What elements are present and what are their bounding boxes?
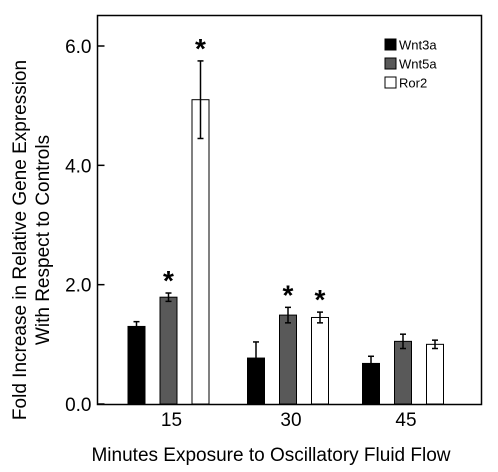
y-tick-label: 2.0 — [65, 276, 91, 297]
y-axis: 0.0 2.0 4.0 6.0 — [65, 37, 105, 416]
legend-label-wnt5a: Wnt5a — [399, 57, 437, 72]
bar-ror2-15 — [191, 99, 210, 405]
y-axis-title-line2: With Respect to Controls — [33, 135, 54, 345]
x-tick-label: 30 — [280, 410, 301, 431]
x-tick-label: 15 — [161, 410, 182, 431]
bar-wnt5a-15 — [159, 296, 178, 405]
y-tick-label: 6.0 — [65, 37, 91, 58]
significance-star: * — [283, 279, 294, 310]
significance-star: * — [163, 265, 174, 296]
bars: * * * * — [127, 33, 444, 405]
significance-star: * — [315, 284, 326, 315]
legend-swatch-ror2 — [384, 76, 397, 89]
y-tick-label: 4.0 — [65, 156, 91, 177]
legend-swatch-wnt5a — [384, 57, 397, 70]
legend-swatch-wnt3a — [384, 38, 397, 51]
bar-wnt5a-30 — [279, 314, 297, 405]
legend-label-ror2: Ror2 — [399, 76, 427, 91]
significance-star: * — [195, 33, 206, 64]
bar-ror2-45 — [426, 343, 444, 405]
bar-wnt5a-45 — [394, 340, 412, 405]
y-axis-title-line1: Fold Increase in Relative Gene Expressio… — [10, 60, 31, 420]
bar-wnt3a-15 — [127, 325, 146, 405]
legend-label-wnt3a: Wnt3a — [399, 38, 437, 53]
y-tick-label: 0.0 — [65, 395, 91, 416]
x-axis-title: Minutes Exposure to Oscillatory Fluid Fl… — [91, 445, 450, 466]
x-tick-label: 45 — [395, 410, 416, 431]
legend: Wnt3a Wnt5a Ror2 — [384, 38, 437, 91]
bar-ror2-30 — [311, 316, 329, 405]
